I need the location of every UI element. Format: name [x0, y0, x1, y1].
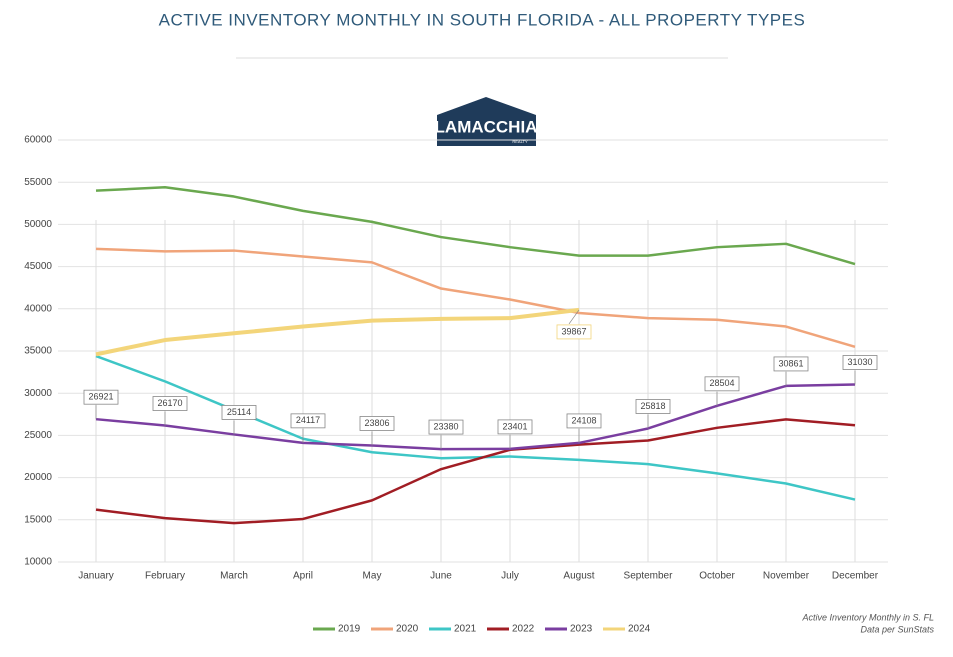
- label-box: [221, 405, 257, 420]
- data-label: 23806: [364, 418, 389, 428]
- x-tick-label: October: [699, 571, 735, 582]
- label-box: [842, 355, 878, 370]
- y-tick-label: 50000: [24, 219, 52, 230]
- logo-sub: REALTY: [512, 139, 528, 144]
- y-tick-label: 30000: [24, 388, 52, 399]
- data-label: 39867: [561, 326, 586, 336]
- y-tick-label: 40000: [24, 303, 52, 314]
- legend-label: 2021: [454, 624, 477, 635]
- data-label: 24108: [571, 415, 596, 425]
- y-tick-label: 60000: [24, 135, 52, 146]
- label-leader: [568, 309, 580, 325]
- x-tick-label: January: [78, 571, 114, 582]
- chart-title: ACTIVE INVENTORY MONTHLY IN SOUTH FLORID…: [159, 10, 806, 29]
- data-label: 30861: [778, 358, 803, 368]
- series-line: [95, 383, 856, 451]
- data-label: 23401: [502, 421, 527, 431]
- data-label: 26921: [88, 392, 113, 402]
- series-line: [95, 307, 580, 357]
- x-tick-label: March: [220, 571, 248, 582]
- label-box: [635, 399, 671, 414]
- data-label: 25114: [227, 407, 251, 417]
- series-line: [95, 418, 856, 525]
- x-tick-label: February: [145, 571, 185, 582]
- x-tick-label: July: [501, 571, 519, 582]
- data-label: 26170: [157, 398, 182, 408]
- y-tick-label: 45000: [24, 261, 52, 272]
- legend-label: 2019: [338, 624, 361, 635]
- x-tick-label: May: [363, 571, 382, 582]
- legend-label: 2024: [628, 624, 651, 635]
- legend-label: 2022: [512, 624, 535, 635]
- label-box: [704, 376, 740, 392]
- x-tick-label: September: [624, 571, 674, 582]
- label-box: [83, 389, 119, 405]
- data-label: 28504: [709, 378, 734, 388]
- x-tick-label: November: [763, 571, 810, 582]
- data-label: 31030: [847, 357, 872, 367]
- y-tick-label: 35000: [24, 346, 52, 357]
- x-tick-label: April: [293, 571, 313, 582]
- label-box: [773, 356, 809, 372]
- series-line: [95, 247, 856, 348]
- series-line: [95, 186, 856, 266]
- legend-label: 2023: [570, 624, 593, 635]
- label-box: [290, 413, 326, 429]
- label-box: [428, 419, 464, 435]
- data-label: 25818: [640, 401, 665, 411]
- data-label: 24117: [296, 415, 320, 425]
- x-tick-label: August: [563, 571, 594, 582]
- label-box: [556, 324, 592, 340]
- x-tick-label: June: [430, 571, 452, 582]
- label-box: [566, 413, 602, 429]
- label-box: [152, 396, 188, 411]
- y-tick-label: 55000: [24, 177, 52, 188]
- y-tick-label: 15000: [24, 514, 52, 525]
- y-tick-label: 10000: [24, 557, 52, 568]
- logo-text: LAMACCHIA: [435, 117, 538, 136]
- y-tick-label: 20000: [24, 472, 52, 483]
- legend-label: 2020: [396, 624, 419, 635]
- note: Data per SunStats: [860, 624, 934, 634]
- y-tick-label: 25000: [24, 430, 52, 441]
- x-tick-label: December: [832, 571, 879, 582]
- label-box: [359, 416, 395, 431]
- note: Active Inventory Monthly in S. FL: [801, 612, 934, 622]
- logo: LAMACCHIA REALTY: [435, 97, 538, 146]
- data-label: 23380: [433, 421, 458, 431]
- label-box: [497, 419, 533, 435]
